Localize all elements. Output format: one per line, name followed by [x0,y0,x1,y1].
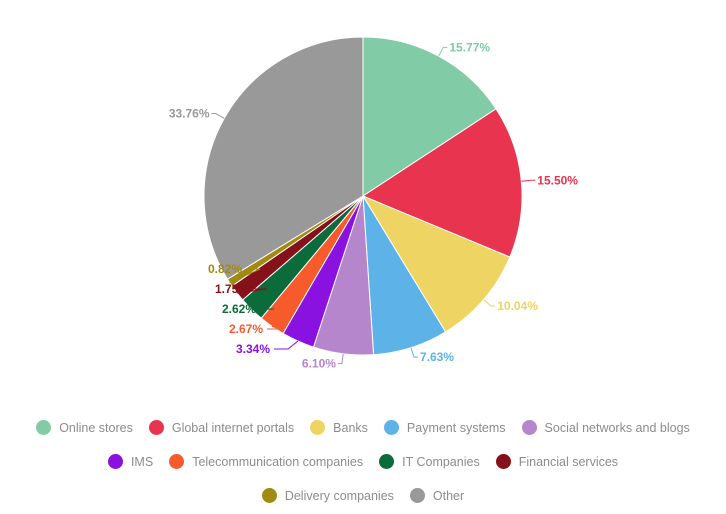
slice-labels: 15.77% 15.50% 10.04% 7.63% 6.10% 33.76% 3.34% 2… [169,40,578,370]
legend-item-payment-systems[interactable]: Payment systems [383,420,506,435]
pie-slice-global-internet-portals[interactable] [361,108,523,258]
legend-dot-icon [148,420,164,435]
legend-row: Online stores Global internet portals Bank… [0,420,726,435]
pie-slices [203,36,523,356]
legend-label: Banks [333,420,368,435]
legend-dot-icon [383,420,399,435]
slice-label-social-networks-and-blogs: 6.10% [302,357,336,371]
leader-line-delivery-companies [229,268,261,284]
label-leader-lines [211,46,536,365]
legend-item-ims[interactable]: IMS [107,454,154,469]
legend-row: IMS Telecommunication companies IT Compani… [0,454,726,469]
legend-label: Financial services [518,454,619,469]
legend-label: IMS [130,454,154,469]
legend-item-telecommunication-companies[interactable]: Telecommunication companies [169,454,363,469]
leader-line-online-stores [438,46,448,57]
slice-label-global-internet-portals: 15.50% [537,173,578,187]
legend-item-financial-services[interactable]: Financial services [495,454,619,469]
leader-line-payment-systems [410,347,418,358]
legend-item-other[interactable]: Other [409,488,465,503]
legend-dot-icon [36,420,52,435]
legend-label: Telecommunication companies [192,454,364,469]
legend-dot-icon [169,454,185,469]
slice-label-other: 33.76% [169,106,210,120]
legend-label: Delivery companies [284,488,394,503]
legend-item-delivery-companies[interactable]: Delivery companies [261,488,394,503]
pie-chart: 15.77% 15.50% 10.04% 7.63% 6.10% 33.76% 3.34% 2… [169,36,578,371]
slice-label-financial-services: 1.75% [215,282,249,296]
slice-label-delivery-companies: 0.82% [208,262,242,276]
legend-dot-icon [379,454,395,469]
legend-item-online-stores[interactable]: Online stores [36,420,133,435]
leader-line-ims [274,340,299,350]
legend-dot-icon [261,488,277,503]
leader-line-banks [483,299,496,307]
slice-label-payment-systems: 7.63% [420,350,454,364]
pie-slice-banks[interactable] [361,194,511,333]
legend-label: IT Companies [402,454,480,469]
legend-label: Online stores [59,420,133,435]
legend-dot-icon [521,420,537,435]
slice-label-online-stores: 15.77% [449,40,490,54]
slice-label-it-companies: 2.62% [222,302,256,316]
legend-dot-icon [310,420,326,435]
legend-item-social-networks-and-blogs[interactable]: Social networks and blogs [521,420,690,435]
pie-slice-online-stores[interactable] [362,36,497,197]
legend-dot-icon [495,454,511,469]
slice-label-telecommunication-companies: 2.67% [229,322,263,336]
leader-line-other [211,112,225,119]
leader-line-financial-services [237,288,268,294]
legend-row: Delivery companies Other [0,488,726,503]
legend-label: Social networks and blogs [544,420,690,435]
slice-label-banks: 10.04% [497,299,538,313]
leader-line-social-networks-and-blogs [337,353,344,365]
legend-item-banks[interactable]: Banks [310,420,368,435]
leader-line-global-internet-portals [521,179,536,182]
legend-label: Other [432,488,465,503]
legend-dot-icon [409,488,425,503]
pie-slice-other[interactable] [203,36,364,280]
legend-label: Payment systems [406,420,506,435]
slice-label-ims: 3.34% [236,342,270,356]
legend-item-global-internet-portals[interactable]: Global internet portals [148,420,295,435]
legend-label: Global internet portals [171,420,295,435]
legend-item-it-companies[interactable]: IT Companies [379,454,480,469]
legend-dot-icon [107,454,123,469]
leader-line-telecommunication-companies [267,325,282,330]
